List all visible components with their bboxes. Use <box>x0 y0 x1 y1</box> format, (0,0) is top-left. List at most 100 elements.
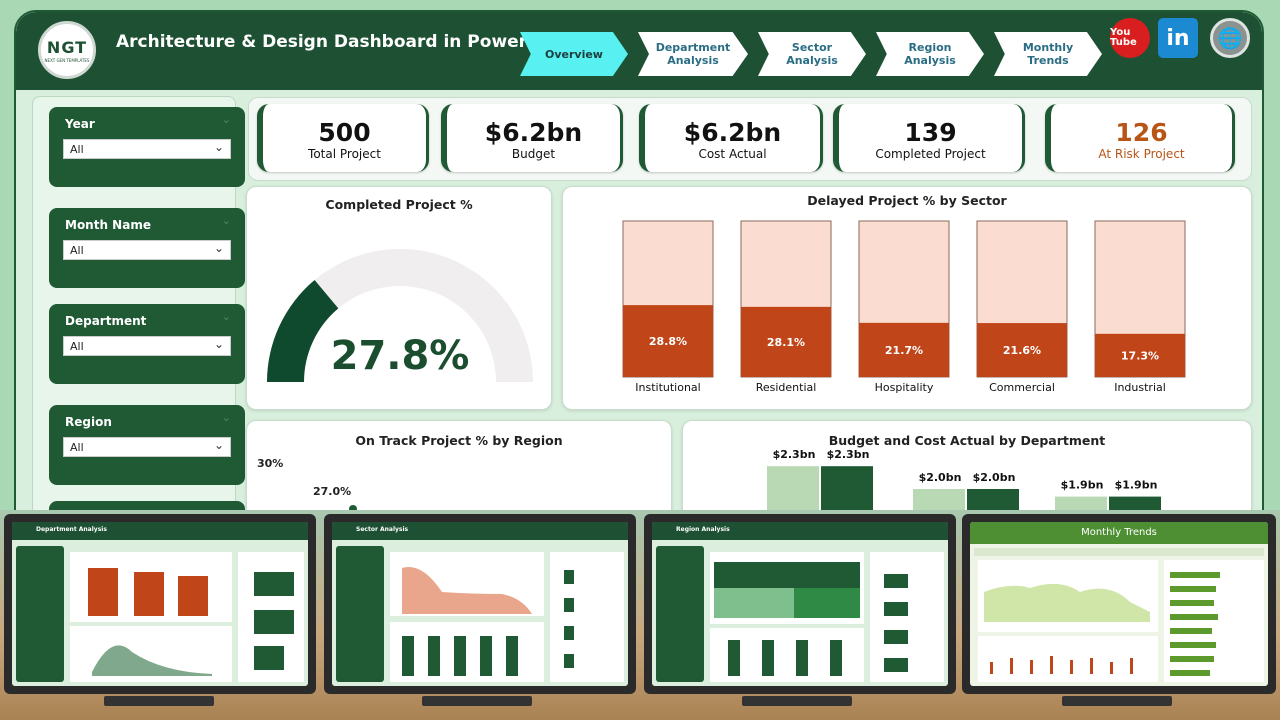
chevron-down-icon: ⌄ <box>213 438 224 452</box>
slicer-label: Department <box>65 314 147 328</box>
data-label: 21.7% <box>885 344 923 357</box>
ontrack-title: On Track Project % by Region <box>355 433 563 448</box>
category-label: Institutional <box>635 381 700 394</box>
dropdown-value: All <box>70 143 84 156</box>
chevron-down-icon: ⌄ <box>213 337 224 351</box>
kpi-label: Total Project <box>308 147 381 161</box>
filter-sidebar: Year ⌄ All ⌄ Month Name ⌄ All ⌄ Department… <box>32 96 245 581</box>
data-label: 17.3% <box>1121 349 1159 362</box>
monitor-stand <box>742 696 852 706</box>
preview-header: Sector Analysis <box>332 522 628 540</box>
category-label: Hospitality <box>875 381 934 394</box>
preview-screen: Monthly Trends <box>970 522 1268 686</box>
preview-title: Monthly Trends <box>1081 527 1157 538</box>
data-label: $1.9bn <box>1115 479 1158 492</box>
preview-department-analysis[interactable]: Department Analysis <box>4 514 316 694</box>
gauge-card[interactable]: Completed Project % 27.8% <box>246 186 552 410</box>
logo-text: NGT <box>46 37 88 57</box>
company-logo: NGT NEXT GEN TEMPLATES <box>38 21 96 79</box>
slicer-department: Department ⌄ All ⌄ <box>49 304 245 384</box>
kpi-label: Cost Actual <box>698 147 767 161</box>
bar-hospitality[interactable] <box>859 322 949 377</box>
preview-screen: Department Analysis <box>12 522 308 686</box>
preview-header: Monthly Trends <box>970 522 1268 544</box>
year-dropdown[interactable]: All ⌄ <box>63 139 231 159</box>
bar-industrial[interactable] <box>1095 333 1185 377</box>
data-label: $2.0bn <box>973 471 1016 484</box>
nav-sector-analysis[interactable]: Sector Analysis <box>758 32 866 76</box>
gauge-track <box>267 249 533 382</box>
preview-screen: Region Analysis <box>652 522 948 686</box>
collapse-icon[interactable]: ⌄ <box>221 113 231 126</box>
gauge-title: Completed Project % <box>325 197 473 212</box>
region-dropdown[interactable]: All ⌄ <box>63 437 231 457</box>
nav-region-analysis[interactable]: Region Analysis <box>876 32 984 76</box>
kpi-cost-actual: $6.2bn Cost Actual <box>639 104 823 172</box>
delayed-chart: 28.8% Institutional 28.1% Residential 21.7% H… <box>622 220 1186 394</box>
monitor-stand <box>104 696 214 706</box>
bar-commercial[interactable] <box>977 323 1067 377</box>
monitor-stand <box>422 696 532 706</box>
preview-graphics <box>656 546 944 682</box>
preview-title: Department Analysis <box>36 526 107 533</box>
category-label: Commercial <box>989 381 1055 394</box>
youtube-icon[interactable]: You Tube <box>1110 18 1150 58</box>
gauge-value: 27.8% <box>331 333 470 379</box>
preview-graphics <box>336 546 624 682</box>
header-bar: NGT NEXT GEN TEMPLATES Architecture & De… <box>16 12 1262 90</box>
preview-region-analysis[interactable]: Region Analysis <box>644 514 956 694</box>
dashboard-frame: NGT NEXT GEN TEMPLATES Architecture & De… <box>14 10 1264 715</box>
kpi-at-risk-project: 126 At Risk Project <box>1045 104 1235 172</box>
data-label: $2.3bn <box>773 448 816 461</box>
bar-residential[interactable] <box>741 306 831 377</box>
kpi-value: 500 <box>318 118 371 147</box>
y-tick-label: 30% <box>257 457 284 470</box>
data-label: 28.1% <box>767 336 805 349</box>
nav-overview[interactable]: Overview <box>520 32 628 76</box>
nav-department-analysis[interactable]: Department Analysis <box>638 32 748 76</box>
kpi-value: $6.2bn <box>683 118 782 147</box>
kpi-budget: $6.2bn Budget <box>441 104 623 172</box>
data-label: $2.0bn <box>919 471 962 484</box>
preview-screen: Sector Analysis <box>332 522 628 686</box>
collapse-icon[interactable]: ⌄ <box>221 411 231 424</box>
preview-title: Sector Analysis <box>356 526 409 533</box>
slicer-region: Region ⌄ All ⌄ <box>49 405 245 485</box>
web-globe-icon[interactable]: 🌐 <box>1210 18 1250 58</box>
page-title: Architecture & Design Dashboard in Power… <box>116 32 553 52</box>
preview-title: Region Analysis <box>676 526 730 533</box>
kpi-label: Completed Project <box>875 147 986 161</box>
nav-monthly-trends[interactable]: Monthly Trends <box>994 32 1102 76</box>
slicer-label: Year <box>65 117 95 131</box>
department-dropdown[interactable]: All ⌄ <box>63 336 231 356</box>
collapse-icon[interactable]: ⌄ <box>221 310 231 323</box>
preview-monitors: Department Analysis Sector Analysis <box>0 510 1280 720</box>
kpi-value: 126 <box>1115 118 1168 147</box>
kpi-label: At Risk Project <box>1098 147 1185 161</box>
slicer-month-name: Month Name ⌄ All ⌄ <box>49 208 245 288</box>
kpi-total-project: 500 Total Project <box>257 104 429 172</box>
monitor-stand <box>1062 696 1172 706</box>
preview-monthly-trends[interactable]: Monthly Trends <box>962 514 1276 694</box>
slicer-year: Year ⌄ All ⌄ <box>49 107 245 187</box>
linkedin-icon[interactable]: in <box>1158 18 1198 58</box>
data-label: $1.9bn <box>1061 479 1104 492</box>
data-label: $2.3bn <box>827 448 870 461</box>
preview-header: Department Analysis <box>12 522 308 540</box>
gauge-svg: 27.8% <box>267 249 533 382</box>
delayed-title: Delayed Project % by Sector <box>807 193 1007 208</box>
slicer-label: Region <box>65 415 112 429</box>
month-dropdown[interactable]: All ⌄ <box>63 240 231 260</box>
preview-sector-analysis[interactable]: Sector Analysis <box>324 514 636 694</box>
delayed-sector-card[interactable]: Delayed Project % by Sector 28.8% Institu… <box>562 186 1252 410</box>
bar-institutional[interactable] <box>623 305 713 377</box>
data-label: 28.8% <box>649 335 687 348</box>
category-label: Industrial <box>1114 381 1166 394</box>
dropdown-value: All <box>70 340 84 353</box>
preview-header: Region Analysis <box>652 522 948 540</box>
chevron-down-icon: ⌄ <box>213 241 224 255</box>
collapse-icon[interactable]: ⌄ <box>221 214 231 227</box>
slicer-label: Month Name <box>65 218 151 232</box>
data-point <box>349 505 357 513</box>
dropdown-value: All <box>70 244 84 257</box>
